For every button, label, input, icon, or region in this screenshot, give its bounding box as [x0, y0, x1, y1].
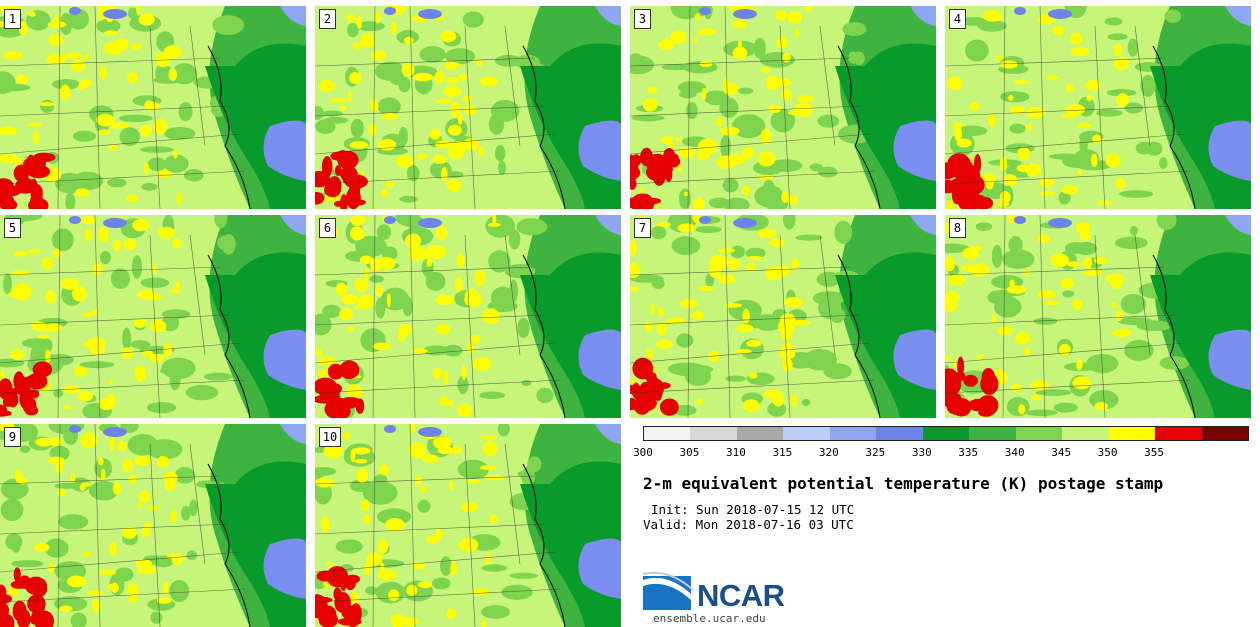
colorbar-swatch — [690, 427, 737, 440]
colorbar-tick-label: 305 — [679, 446, 700, 459]
colorbar-tick-label: 345 — [1051, 446, 1072, 459]
postage-stamp-panel: 10 — [315, 424, 621, 627]
colorbar-swatch — [644, 427, 691, 440]
colorbar — [643, 426, 1249, 441]
member-number: 9 — [4, 427, 21, 447]
member-number: 7 — [634, 218, 651, 238]
colorbar-swatch — [922, 427, 970, 440]
plot-title: 2-m equivalent potential temperature (K)… — [643, 474, 1164, 493]
postage-stamp-panel: 9 — [0, 424, 306, 627]
theta-e-map — [630, 6, 936, 209]
init-time: Init: Sun 2018-07-15 12 UTC — [651, 502, 855, 517]
member-number: 8 — [949, 218, 966, 238]
member-number: 10 — [319, 427, 341, 447]
colorbar-swatch — [1015, 427, 1063, 440]
postage-stamp-panel: 8 — [945, 215, 1251, 418]
colorbar-tick-label: 310 — [725, 446, 746, 459]
postage-stamp-panel: 4 — [945, 6, 1251, 209]
colorbar-tick-label: 350 — [1097, 446, 1118, 459]
colorbar-tick-label: 300 — [633, 446, 653, 459]
colorbar-swatch — [1155, 427, 1202, 440]
theta-e-map — [945, 215, 1251, 418]
postage-stamp-panel: 2 — [315, 6, 621, 209]
postage-stamp-panel: 5 — [0, 215, 306, 418]
colorbar-tick-label: 340 — [1004, 446, 1025, 459]
site-url[interactable]: ensemble.ucar.edu — [653, 612, 766, 625]
theta-e-map — [0, 424, 306, 627]
member-number: 6 — [319, 218, 336, 238]
theta-e-map — [315, 424, 621, 627]
colorbar-swatch — [969, 427, 1016, 440]
member-number: 3 — [634, 9, 651, 29]
member-number: 5 — [4, 218, 21, 238]
postage-stamp-panel: 6 — [315, 215, 621, 418]
colorbar-swatch — [1201, 427, 1249, 440]
member-number: 4 — [949, 9, 966, 29]
theta-e-map — [630, 215, 936, 418]
theta-e-map — [945, 6, 1251, 209]
ncar-wordmark: NCAR — [697, 578, 785, 613]
colorbar-tick-label: 325 — [865, 446, 886, 459]
member-number: 1 — [4, 9, 21, 29]
colorbar-swatch — [736, 427, 784, 440]
ncar-logo-icon — [643, 571, 694, 610]
theta-e-map — [315, 215, 621, 418]
member-number: 2 — [319, 9, 336, 29]
colorbar-swatch — [1062, 427, 1109, 440]
postage-stamp-panel: 1 — [0, 6, 306, 209]
colorbar-tick-label: 335 — [958, 446, 979, 459]
postage-stamp-panel: 3 — [630, 6, 936, 209]
colorbar-tick-label: 355 — [1144, 446, 1164, 459]
colorbar-tick-label: 315 — [772, 446, 793, 459]
colorbar-swatch — [1108, 427, 1156, 440]
theta-e-map — [315, 6, 621, 209]
colorbar-swatch — [829, 427, 877, 440]
colorbar-tick-label: 330 — [911, 446, 932, 459]
colorbar-swatch — [876, 427, 923, 440]
colorbar-swatch — [783, 427, 830, 440]
valid-time: Valid: Mon 2018-07-16 03 UTC — [643, 517, 854, 532]
postage-stamp-panel: 7 — [630, 215, 936, 418]
colorbar-tick-label: 320 — [818, 446, 839, 459]
theta-e-map — [0, 6, 306, 209]
theta-e-map — [0, 215, 306, 418]
